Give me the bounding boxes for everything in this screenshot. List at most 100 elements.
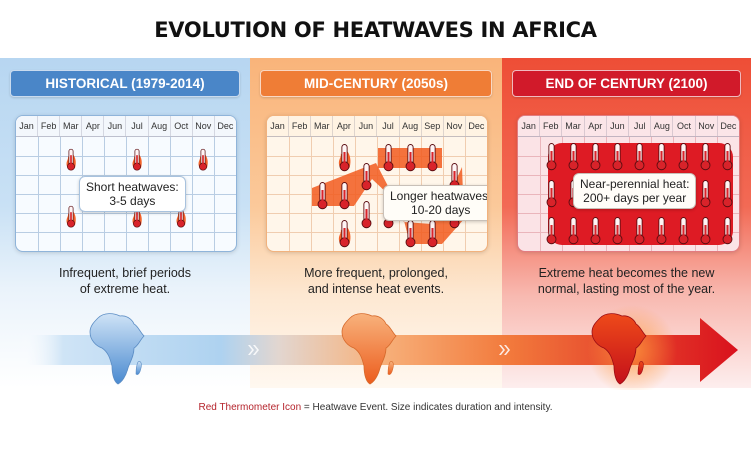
month-label: Apr [585,116,607,136]
thermometer-icon [361,201,371,229]
legend-key: Red Thermometer Icon [198,402,302,413]
grid-line [267,232,487,233]
historical-badge: HISTORICAL (1979-2014) [10,70,240,97]
africa-map-mid-century [341,313,397,385]
end-of-century-calendar-grid: Jan Feb Mar Apr Jun Jul Aug Oct Nov Dec … [517,115,740,252]
month-label: Jan [267,116,290,136]
callout-line1: Short heatwaves: [86,180,179,194]
thermometer-icon [700,143,711,171]
thermometer-icon [546,180,557,208]
thermometer-icon [546,143,557,171]
grid-cells [267,137,487,251]
month-header-row: Jan Feb Mar Apr Jun Jul Aug Sep Nov Dec [267,116,487,137]
thermometer-icon [590,143,601,171]
thermometer-icon [405,220,415,248]
end-of-century-badge: END OF CENTURY (2100) [512,70,741,97]
month-header-row: Jan Feb Mar Apr Jun Jul Aug Oct Nov Dec [518,116,739,137]
grid-line [267,194,487,195]
month-label: Jul [126,116,149,136]
thermometer-icon [405,144,415,172]
thermometer-icon [317,182,327,210]
thermometer-icon [634,143,645,171]
historical-description: Infrequent, brief periods of extreme hea… [0,265,250,297]
month-label: Aug [651,116,674,136]
mid-century-calendar-grid: Jan Feb Mar Apr Jun Jul Aug Sep Nov Dec … [266,115,488,252]
thermometer-icon [722,217,733,245]
thermometer-icon [700,180,711,208]
description-line1: More frequent, prolonged, [304,266,448,280]
thermometer-icon [546,217,557,245]
grid-line [16,232,236,233]
mid-century-callout: Longer heatwaves: 10-20 days [383,185,488,221]
thermometer-icon [634,217,645,245]
month-label: Sep [422,116,444,136]
thermometer-icon [198,148,208,171]
month-label: Jan [518,116,541,136]
thermometer-icon [612,217,623,245]
callout-line2: 3-5 days [109,194,156,208]
grid-line [16,156,236,157]
thermometer-icon [568,217,579,245]
historical-callout: Short heatwaves: 3-5 days [79,176,186,212]
month-label: Apr [82,116,105,136]
thermometer-icon [590,217,601,245]
thermometer-icon [678,217,689,245]
month-label: Apr [333,116,356,136]
africa-map-historical [89,313,145,385]
description-line1: Infrequent, brief periods [58,266,192,280]
panel-historical: HISTORICAL (1979-2014) Jan Feb Mar Apr J… [0,58,258,388]
month-label: Aug [400,116,422,136]
thermometer-icon [656,217,667,245]
callout-line2: 10-20 days [411,203,471,217]
month-label: Dec [217,121,234,131]
legend: Red Thermometer Icon = Heatwave Event. S… [0,402,751,413]
month-label: Jun [607,116,630,136]
thermometer-icon [722,143,733,171]
month-header-row: Jan Feb Mar Apr Jun Jul Aug Oct Nov Dec [16,116,236,137]
month-label: Jun [355,116,378,136]
callout-line1: Longer heatwaves: [390,189,488,203]
thermometer-icon [66,205,76,228]
grid-line [16,175,236,176]
grid-line [267,213,487,214]
mid-century-description: More frequent, prolonged, and intense he… [250,265,502,297]
callout-line1: Near-perennial heat: [580,177,690,191]
month-label: Mar [311,116,334,136]
end-of-century-description: Extreme heat becomes the new normal, las… [502,265,751,297]
month-label: Mar [562,116,585,136]
legend-text: = Heatwave Event. Size indicates duratio… [301,402,553,413]
thermometer-icon [339,182,349,210]
description-line1: Extreme heat becomes the new [538,266,715,280]
thermometer-icon [700,217,711,245]
month-label: Feb [38,116,61,136]
africa-map-end-of-century [591,313,647,385]
thermometer-icon [427,144,437,172]
thermometer-icon [338,220,350,248]
thermometer-icon [612,143,623,171]
grid-line [16,213,236,214]
description-line2: normal, lasting most of the year. [537,282,716,296]
month-label: Dec [468,121,485,131]
month-label: Aug [149,116,171,136]
grid-line [267,156,487,157]
month-label: Nov [444,116,466,136]
description-line2: and intense heat events. [307,282,445,296]
month-label: Oct [171,116,193,136]
month-label: Nov [696,116,718,136]
thermometer-icon [568,143,579,171]
month-label: Nov [193,116,215,136]
thermometer-icon [678,143,689,171]
month-label: Feb [289,116,312,136]
month-label: Jan [16,116,39,136]
month-label: Jun [104,116,127,136]
thermometer-icon [383,144,393,172]
thermometer-icon [66,148,76,171]
mid-century-badge: MID-CENTURY (2050s) [260,70,492,97]
thermometer-icon [132,148,142,171]
double-chevron-icon [248,345,259,355]
double-chevron-icon [499,345,510,355]
thermometer-icon [722,180,733,208]
end-of-century-callout: Near-perennial heat: 200+ days per year [573,173,697,209]
month-label: Jul [629,116,652,136]
description-line2: of extreme heat. [79,282,171,296]
